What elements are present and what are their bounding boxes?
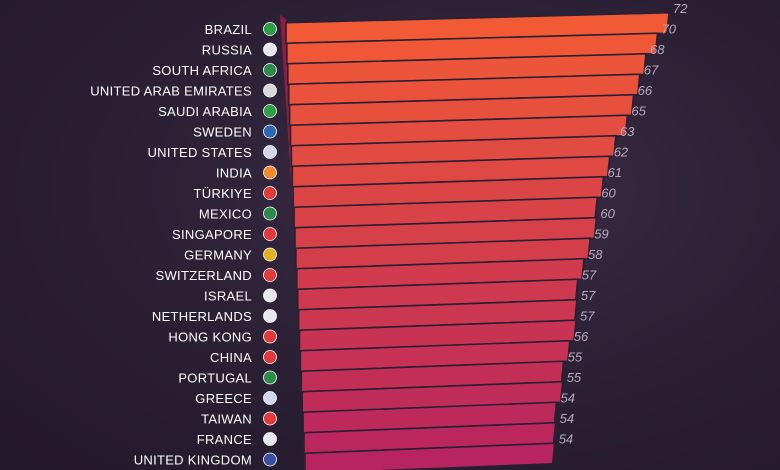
category-label: ISRAEL — [204, 289, 252, 304]
bars-group — [280, 11, 670, 470]
category-label: UNITED ARAB EMIRATES — [90, 84, 252, 99]
category-label: TAIWAN — [201, 412, 252, 427]
turkiye-flag-icon — [263, 186, 277, 200]
value-label: 63 — [620, 124, 635, 139]
category-label: UNITED STATES — [147, 145, 252, 160]
portugal-flag-icon — [263, 370, 277, 385]
category-label: MEXICO — [199, 207, 252, 222]
category-label: SAUDI ARABIA — [158, 104, 252, 119]
category-label: TÜRKIYE — [194, 186, 252, 201]
category-label: PORTUGAL — [178, 371, 252, 386]
germany-flag-icon — [263, 247, 277, 262]
hong-kong-flag-icon — [263, 329, 277, 344]
category-label: NETHERLANDS — [152, 309, 252, 324]
category-label: SOUTH AFRICA — [152, 63, 252, 78]
south-africa-flag-icon — [263, 63, 277, 77]
category-label: SINGAPORE — [172, 227, 252, 242]
value-label: 68 — [650, 42, 665, 57]
united-kingdom-flag-icon — [263, 452, 277, 467]
category-labels-group: BRAZIL RUSSIA SOUTH AFRICA UNITED ARAB EMIR… — [90, 22, 252, 468]
switzerland-flag-icon — [263, 268, 277, 282]
value-label: 62 — [614, 145, 629, 160]
value-label: 56 — [574, 329, 589, 344]
category-label: CHINA — [210, 350, 252, 365]
value-label: 55 — [567, 370, 582, 385]
united-states-flag-icon — [263, 145, 277, 159]
taiwan-flag-icon — [263, 411, 277, 426]
category-label: UNITED KINGDOM — [134, 453, 252, 468]
value-label: 57 — [581, 288, 596, 303]
category-label: SWEDEN — [193, 125, 252, 140]
value-label: 60 — [600, 206, 615, 221]
value-label: 54 — [559, 432, 573, 447]
value-label: 70 — [662, 22, 677, 37]
value-label: 72 — [673, 1, 688, 16]
category-label: GERMANY — [184, 248, 252, 263]
value-label: 59 — [594, 227, 608, 242]
china-flag-icon — [263, 350, 277, 364]
value-label: 65 — [631, 104, 646, 119]
category-label: INDIA — [216, 166, 252, 181]
sweden-flag-icon — [263, 124, 277, 139]
category-label: SWITZERLAND — [156, 268, 252, 283]
value-label: 58 — [588, 247, 603, 262]
brazil-flag-icon — [263, 22, 277, 36]
value-labels-group: 72 70 68 67 66 65 63 62 61 60 60 59 58 57 57 57 56 55 55 54… — [559, 1, 689, 447]
value-label: 66 — [638, 83, 653, 98]
value-label: 67 — [644, 63, 659, 78]
category-label: BRAZIL — [205, 22, 252, 37]
india-flag-icon — [263, 165, 277, 180]
mexico-flag-icon — [263, 206, 277, 221]
netherlands-flag-icon — [263, 309, 277, 323]
category-label: GREECE — [195, 391, 252, 406]
saudi-arabia-flag-icon — [263, 104, 277, 118]
russia-flag-icon — [263, 42, 277, 57]
category-label: FRANCE — [197, 432, 252, 447]
flags-group — [263, 22, 277, 467]
value-label: 61 — [608, 165, 622, 180]
greece-flag-icon — [263, 391, 277, 405]
bar-united-kingdom — [304, 442, 556, 470]
israel-flag-icon — [263, 288, 277, 303]
category-label: HONG KONG — [168, 330, 252, 345]
value-label: 57 — [580, 309, 595, 324]
value-label: 54 — [561, 391, 575, 406]
category-label: RUSSIA — [202, 43, 252, 58]
singapore-flag-icon — [263, 227, 277, 241]
france-flag-icon — [263, 432, 277, 446]
value-label: 60 — [601, 186, 616, 201]
value-label: 54 — [560, 411, 574, 426]
value-label: 57 — [582, 268, 597, 283]
value-label: 55 — [568, 350, 583, 365]
uae-flag-icon — [263, 83, 277, 98]
